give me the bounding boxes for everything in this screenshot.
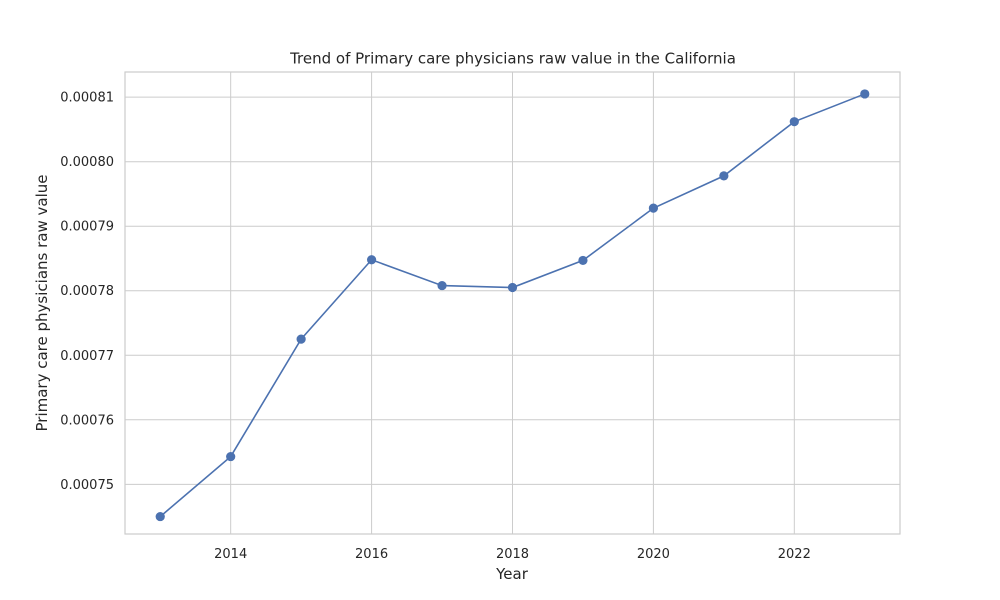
plot-frame [124,71,901,535]
data-point [226,451,236,462]
y-tick-label: 0.00076 [60,413,114,428]
y-tick-label: 0.00075 [60,478,114,493]
x-tick-label: 2014 [214,547,247,562]
y-axis-ticks: 0.00075 0.00076 0.00077 0.00078 0.00079 0.000… [60,91,114,493]
x-tick-label: 2018 [496,547,529,562]
grid-lines [125,72,900,534]
chart-title: Trend of Primary care physicians raw val… [289,50,736,68]
x-tick-label: 2020 [637,547,670,562]
data-point [155,511,165,522]
y-tick-label: 0.00080 [60,155,114,170]
y-tick-label: 0.00077 [60,349,114,364]
y-axis-label: Primary care physicians raw value [33,175,51,432]
series-layer [155,89,870,522]
data-point [507,282,518,293]
x-axis-label: Year [495,565,529,583]
data-point [648,203,659,213]
y-tick-label: 0.00078 [60,284,114,299]
data-point [789,117,799,127]
data-point [366,255,377,265]
data-point [578,255,588,266]
data-point [719,171,729,181]
data-point [437,280,447,291]
y-tick-label: 0.00081 [60,91,114,106]
x-axis-ticks: 2014 2016 2018 2020 2022 [214,547,811,562]
data-point [296,334,306,344]
x-tick-label: 2016 [355,547,388,562]
x-tick-label: 2022 [778,547,811,562]
data-point [860,89,870,99]
y-tick-label: 0.00079 [60,220,114,235]
